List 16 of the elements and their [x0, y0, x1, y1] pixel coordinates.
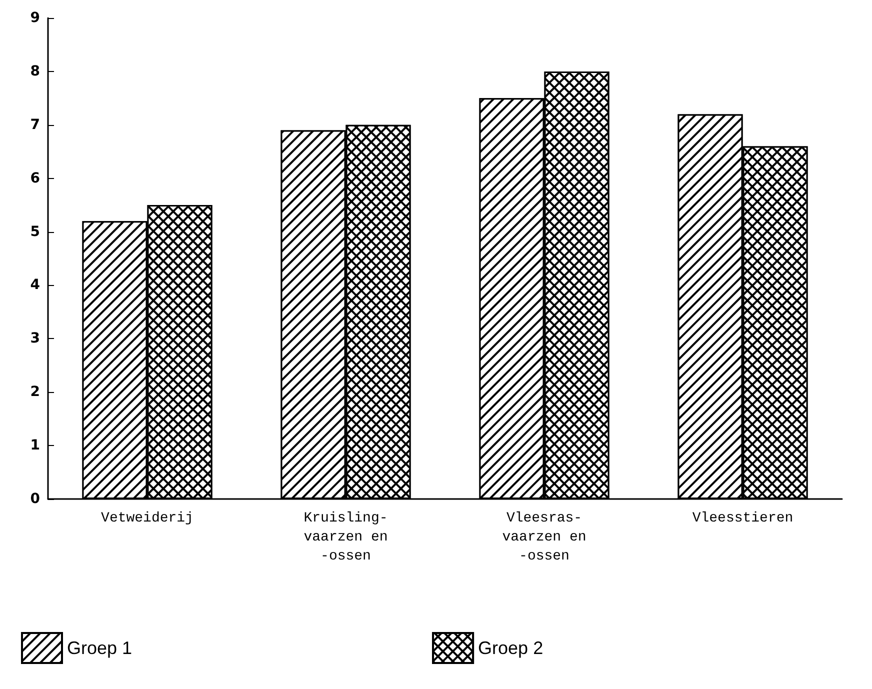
y-tick-label: 4	[30, 277, 40, 294]
y-tick-label: 1	[30, 438, 40, 454]
legend-label: Groep 2	[478, 638, 544, 658]
y-tick-label: 0	[30, 491, 40, 507]
x-tick-label: Vetweiderij	[101, 510, 194, 526]
y-tick-label: 8	[30, 63, 40, 80]
legend-label: Groep 1	[67, 638, 132, 658]
y-tick-label: 9	[30, 10, 40, 26]
x-tick-label: Vleesras- vaarzen en -ossen	[502, 510, 586, 564]
x-tick-label: Kruisling- vaarzen en -ossen	[304, 510, 388, 564]
y-tick-label: 3	[30, 330, 40, 347]
y-tick-label: 5	[30, 224, 40, 240]
y-tick-label: 2	[30, 384, 40, 400]
y-tick-label: 6	[30, 170, 40, 186]
y-tick-label: 7	[30, 116, 40, 133]
x-tick-label: Vleesstieren	[692, 510, 794, 526]
